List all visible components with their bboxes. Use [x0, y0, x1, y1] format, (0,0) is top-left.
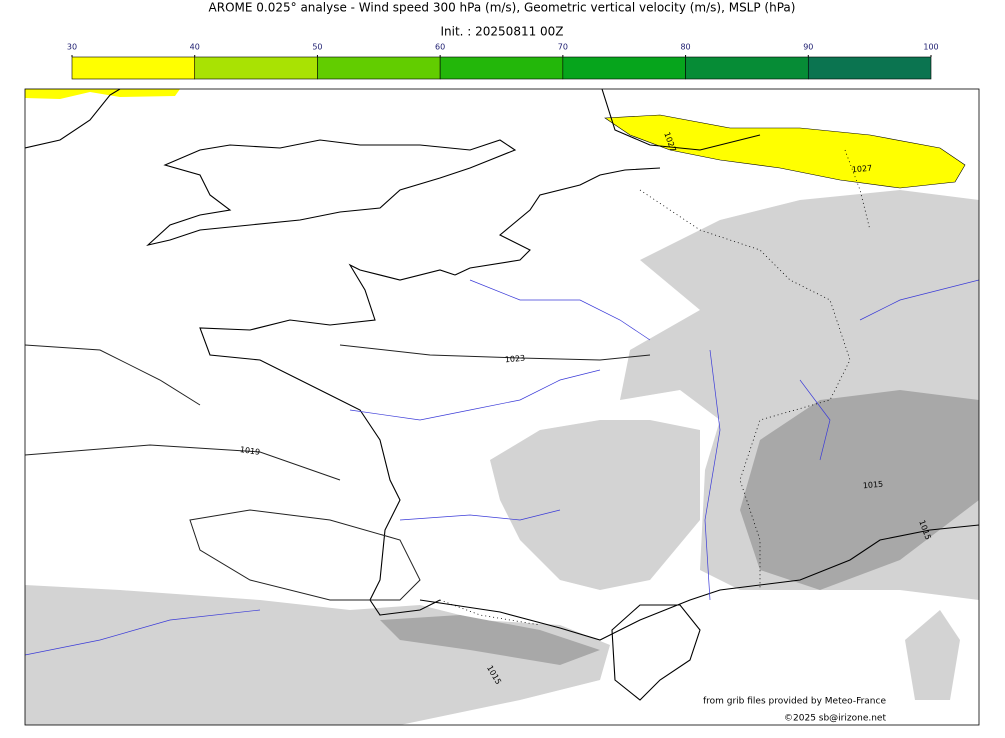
- colorbar-tick-label: 100: [923, 43, 938, 52]
- wind-area: [25, 89, 180, 99]
- colorbar-segment: [807, 56, 932, 80]
- colorbar: 30 40 50 60 70 80 90 100: [67, 43, 939, 80]
- coastline: [611, 604, 701, 701]
- vertical-velocity-area: [740, 390, 979, 590]
- subtitle: Init. : 20250811 00Z: [440, 25, 563, 39]
- colorbar-segment: [562, 56, 686, 80]
- isobar-label: 1019: [239, 445, 260, 457]
- colorbar-tick-label: 80: [680, 43, 690, 52]
- colorbar-segment: [439, 56, 564, 80]
- vertical-velocity-area: [905, 610, 960, 700]
- wind-area: [604, 114, 966, 189]
- colorbar-tick-label: 70: [558, 43, 568, 52]
- river: [25, 279, 979, 656]
- copyright: ©2025 sb@irizone.net: [784, 714, 886, 724]
- colorbar-segment: [194, 56, 318, 80]
- vertical-velocity-area: [380, 615, 600, 665]
- isobar-label: 1027: [851, 164, 872, 175]
- colorbar-tick-label: 40: [190, 43, 200, 52]
- coastline: [199, 89, 979, 641]
- colorbar-tick-label: 90: [803, 43, 813, 52]
- colorbar-segment: [317, 56, 441, 80]
- coastline: [25, 89, 517, 246]
- colorbar-segment: [685, 56, 809, 80]
- colorbar-tick-label: 50: [312, 43, 322, 52]
- title: AROME 0.025° analyse - Wind speed 300 hP…: [209, 1, 796, 15]
- isobar-label: 1015: [862, 480, 883, 491]
- colorbar-tick-label: 60: [435, 43, 445, 52]
- isobar-label: 1023: [504, 354, 525, 365]
- colorbar-segment: [71, 56, 196, 80]
- vertical-velocity-area: [490, 420, 700, 590]
- source-credit: from grib files provided by Meteo-France: [703, 697, 886, 707]
- map-frame: [24, 88, 980, 726]
- isobar: [25, 344, 651, 601]
- colorbar-tick-label: 30: [67, 43, 77, 52]
